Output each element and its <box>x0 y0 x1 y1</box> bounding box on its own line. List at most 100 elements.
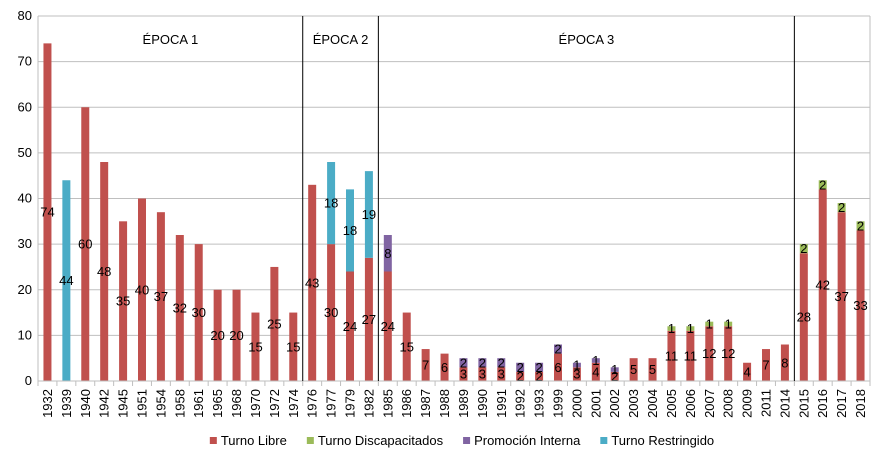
data-label: 3 <box>460 367 467 382</box>
data-label: 7 <box>422 358 429 373</box>
bar-segment <box>572 367 581 381</box>
y-tick-label: 30 <box>18 236 32 251</box>
data-label: 30 <box>324 305 338 320</box>
data-label: 28 <box>797 310 811 325</box>
bar-segment <box>440 353 449 381</box>
data-label: 2 <box>517 369 524 384</box>
bar-segment <box>610 371 619 381</box>
bar-segment <box>383 235 392 272</box>
bar-segment <box>667 330 676 381</box>
x-tick-label: 2016 <box>815 389 830 418</box>
x-tick-label: 1985 <box>380 389 395 418</box>
y-tick-label: 0 <box>25 373 32 388</box>
data-label: 1 <box>687 321 694 336</box>
data-label: 4 <box>743 364 750 379</box>
x-tick-label: 2017 <box>834 389 849 418</box>
bars-layer <box>43 43 865 381</box>
y-tick-label: 20 <box>18 282 32 297</box>
x-tick-label: 1990 <box>475 389 490 418</box>
bar-segment <box>138 198 146 381</box>
x-tick-label: 1987 <box>418 389 433 418</box>
bar-segment <box>572 362 581 368</box>
data-label: 2 <box>535 369 542 384</box>
x-tick-label: 2001 <box>588 389 603 418</box>
data-label: 20 <box>210 328 224 343</box>
x-tick-label: 1976 <box>305 389 320 418</box>
legend: Turno Libre Turno Discapacitados Promoción… <box>209 433 714 448</box>
bar-segment <box>856 221 865 231</box>
data-label: 44 <box>59 273 73 288</box>
bar-segment <box>478 358 487 368</box>
data-label: 27 <box>362 312 376 327</box>
data-label: 12 <box>702 346 716 361</box>
bar-segment <box>554 353 562 381</box>
y-tick-label: 70 <box>18 54 32 69</box>
x-tick-label: 2007 <box>702 389 717 418</box>
legend-swatch <box>209 437 217 444</box>
bar-segment <box>383 271 392 381</box>
data-label: 43 <box>305 275 319 290</box>
data-label: 2 <box>611 369 618 384</box>
bar-segment <box>308 184 317 381</box>
data-label: 3 <box>498 367 505 382</box>
data-label: 2 <box>535 360 542 375</box>
data-label: 2 <box>554 342 561 357</box>
bar-segment <box>629 358 638 381</box>
data-label: 2 <box>498 355 505 370</box>
x-tick-label: 1965 <box>210 389 225 418</box>
bar-segment <box>459 367 468 381</box>
x-tick-label: 2014 <box>777 389 792 418</box>
data-label: 8 <box>781 355 788 370</box>
bar-segment <box>497 367 506 381</box>
epoch-label: ÉPOCA 2 <box>313 32 369 47</box>
data-label: 37 <box>834 289 848 304</box>
data-label: 2 <box>857 218 864 233</box>
bar-segment <box>346 271 354 381</box>
x-tick-label: 2011 <box>759 389 774 417</box>
x-tick-label: 1979 <box>343 389 358 418</box>
bar-segment <box>251 312 260 381</box>
data-label: 35 <box>116 294 130 309</box>
x-tick-label: 2002 <box>607 389 622 418</box>
bar-segment <box>497 358 506 368</box>
legend-swatch <box>463 437 471 444</box>
legend-item: Turno Libre <box>209 433 287 448</box>
legend-swatch <box>600 437 608 444</box>
data-label: 40 <box>135 282 149 297</box>
bar-segment <box>535 362 544 372</box>
x-tick-label: 1958 <box>172 389 187 418</box>
legend-item: Turno Restringido <box>600 433 714 448</box>
bar-segment <box>364 171 373 258</box>
bar-segment <box>818 189 827 381</box>
x-tick-label: 1993 <box>532 389 547 418</box>
x-tick-label: 1932 <box>40 389 55 418</box>
data-label: 3 <box>479 367 486 382</box>
bar-segment <box>724 321 733 327</box>
bar-segment <box>686 326 695 331</box>
epoch-label: ÉPOCA 3 <box>559 32 615 47</box>
bar-segment <box>856 230 865 381</box>
bar-segment <box>232 289 241 381</box>
data-label: 42 <box>815 278 829 293</box>
legend-label: Turno Libre <box>221 433 287 448</box>
data-label: 2 <box>800 241 807 256</box>
legend-item: Promoción Interna <box>463 433 581 448</box>
x-tick-label: 2003 <box>626 389 641 418</box>
x-tick-label: 2009 <box>740 389 755 418</box>
x-tick-label: 1954 <box>153 389 168 418</box>
data-label: 11 <box>665 348 679 363</box>
data-label: 19 <box>362 207 376 222</box>
data-label: 5 <box>630 362 637 377</box>
bar-segment <box>799 244 808 254</box>
x-tick-label: 1982 <box>361 389 376 418</box>
data-label: 1 <box>725 316 732 331</box>
data-label: 2 <box>838 200 845 215</box>
data-label: 1 <box>573 358 580 373</box>
bar-segment <box>837 203 846 213</box>
data-label: 2 <box>460 355 467 370</box>
bar-segment <box>818 180 827 190</box>
bar-segment <box>175 235 184 381</box>
data-label: 74 <box>40 205 54 220</box>
